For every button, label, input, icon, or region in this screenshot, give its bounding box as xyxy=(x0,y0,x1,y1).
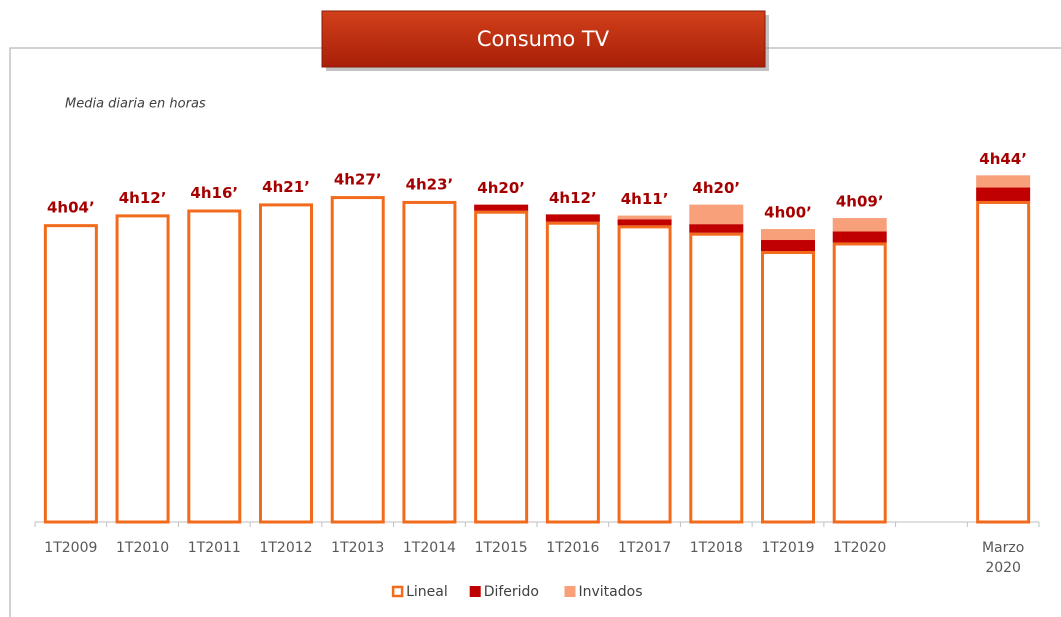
total-label: 4h44’ xyxy=(979,150,1027,168)
legend-swatch xyxy=(391,585,404,598)
total-label: 4h21’ xyxy=(262,178,310,196)
x-tick-label: 1T2015 xyxy=(475,540,528,556)
bar-segment xyxy=(617,215,672,220)
bar-segment xyxy=(617,225,672,524)
total-label: 4h23’ xyxy=(406,175,454,193)
total-label: 4h04’ xyxy=(47,199,95,217)
total-label: 4h16’ xyxy=(190,184,238,202)
x-tick-label: 1T2016 xyxy=(546,540,599,556)
bar-segment xyxy=(761,229,815,241)
total-label: 4h12’ xyxy=(119,189,167,207)
total-label: 4h20’ xyxy=(692,179,740,197)
x-tick-label: 1T2014 xyxy=(403,540,456,556)
frame xyxy=(9,47,1061,617)
x-tick-label: 1T2012 xyxy=(259,540,312,556)
chart-title: Consumo TV xyxy=(477,27,610,51)
total-label: 4h27’ xyxy=(334,171,382,189)
x-tick-label: Marzo xyxy=(982,540,1024,556)
x-tick-label: 1T2013 xyxy=(331,540,384,556)
x-tick-label: 1T2017 xyxy=(618,540,671,556)
bar-segment xyxy=(976,187,1031,201)
legend-swatch xyxy=(564,586,576,597)
bar-segment xyxy=(115,214,170,524)
bar-segment xyxy=(832,242,887,524)
bar-segment xyxy=(545,214,600,222)
total-label: 4h12’ xyxy=(549,189,597,207)
bar-segment xyxy=(689,232,744,524)
bar-segment xyxy=(689,204,744,225)
legend-swatch xyxy=(469,586,481,597)
title-box xyxy=(321,10,766,68)
total-label: 4h11’ xyxy=(621,190,669,208)
legend-label: Lineal xyxy=(406,584,448,600)
bar-segment xyxy=(474,204,529,211)
bar-segment xyxy=(545,221,600,524)
bar-segment xyxy=(689,224,744,233)
bar-segment xyxy=(976,175,1031,188)
x-tick-label: 1T2009 xyxy=(44,540,97,556)
x-tick-label: 1T2020 xyxy=(833,540,886,556)
bar-segment xyxy=(330,196,385,524)
total-label: 4h20’ xyxy=(477,179,525,197)
total-label: 4h09’ xyxy=(836,193,884,211)
bar-segment xyxy=(474,210,529,524)
subtitle: Media diaria en horas xyxy=(65,97,206,112)
bar-segment xyxy=(43,224,98,524)
bar-segment xyxy=(761,240,815,252)
bar-segment xyxy=(832,231,887,243)
x-tick-label: 1T2010 xyxy=(116,540,169,556)
x-tick-label: 1T2018 xyxy=(690,540,743,556)
bar-segment xyxy=(761,251,815,524)
legend-label: Diferido xyxy=(484,584,539,600)
total-label: 4h00’ xyxy=(764,204,812,222)
x-tick-label: 1T2019 xyxy=(761,540,814,556)
x-tick-label: 1T2011 xyxy=(188,540,241,556)
x-tick-label: 2020 xyxy=(985,560,1021,576)
legend-label: Invitados xyxy=(579,584,643,600)
bar-segment xyxy=(259,203,313,524)
bar-segment xyxy=(832,218,887,232)
bar-segment xyxy=(402,200,457,524)
bar-segment xyxy=(187,209,242,524)
bar-segment xyxy=(976,200,1031,524)
bar-segment xyxy=(617,219,672,226)
